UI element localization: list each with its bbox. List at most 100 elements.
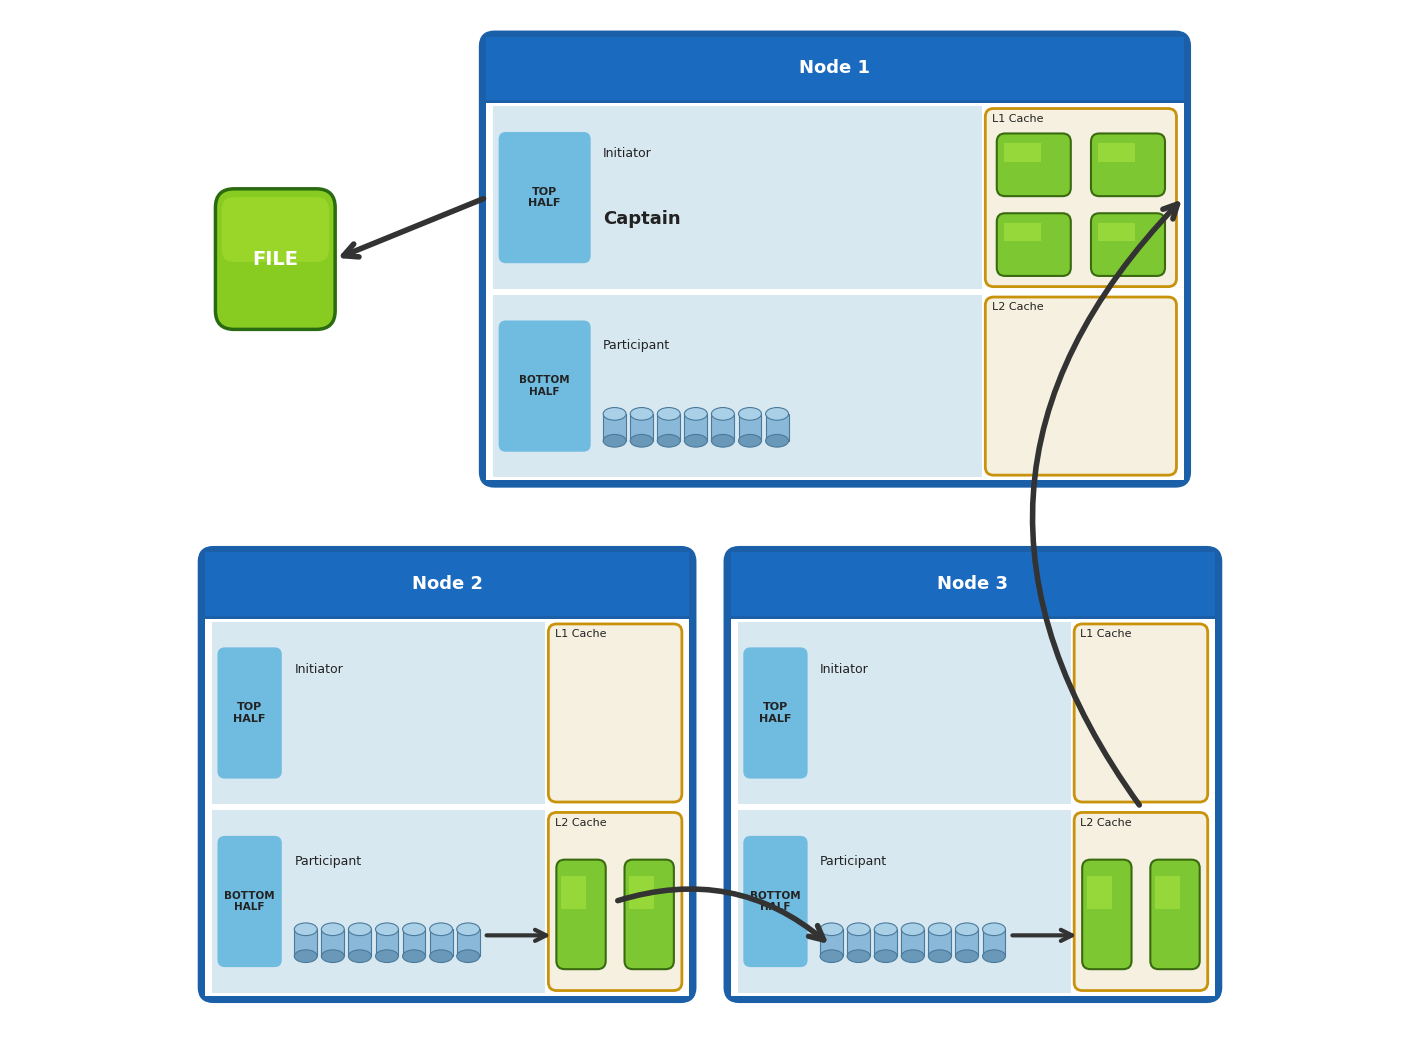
FancyBboxPatch shape — [294, 929, 317, 956]
FancyBboxPatch shape — [738, 622, 1071, 804]
FancyBboxPatch shape — [738, 810, 1071, 993]
FancyBboxPatch shape — [222, 197, 329, 262]
Ellipse shape — [630, 434, 653, 447]
Ellipse shape — [321, 950, 344, 963]
Text: BOTTOM
HALF: BOTTOM HALF — [224, 891, 275, 912]
FancyBboxPatch shape — [1088, 876, 1112, 909]
FancyBboxPatch shape — [1004, 222, 1041, 241]
FancyBboxPatch shape — [493, 106, 983, 289]
Ellipse shape — [321, 923, 344, 935]
FancyBboxPatch shape — [493, 295, 983, 477]
Ellipse shape — [657, 407, 680, 420]
FancyBboxPatch shape — [743, 647, 808, 779]
FancyBboxPatch shape — [711, 413, 734, 441]
Ellipse shape — [657, 434, 680, 447]
Ellipse shape — [403, 950, 426, 963]
FancyBboxPatch shape — [731, 619, 1216, 996]
Text: FILE: FILE — [253, 250, 298, 268]
FancyBboxPatch shape — [498, 321, 591, 452]
Ellipse shape — [875, 923, 897, 935]
Ellipse shape — [348, 923, 372, 935]
FancyBboxPatch shape — [630, 413, 653, 441]
FancyBboxPatch shape — [557, 859, 606, 969]
Ellipse shape — [738, 434, 761, 447]
FancyBboxPatch shape — [1074, 812, 1207, 991]
Ellipse shape — [821, 923, 843, 935]
Ellipse shape — [765, 434, 788, 447]
Text: Captain: Captain — [604, 211, 680, 229]
FancyBboxPatch shape — [956, 929, 978, 956]
FancyBboxPatch shape — [875, 929, 897, 956]
Text: L2 Cache: L2 Cache — [1081, 817, 1132, 828]
Ellipse shape — [684, 407, 707, 420]
Text: Participant: Participant — [294, 855, 362, 868]
FancyBboxPatch shape — [1091, 213, 1164, 276]
Text: Node 1: Node 1 — [799, 60, 870, 77]
Ellipse shape — [604, 407, 626, 420]
Text: L1 Cache: L1 Cache — [991, 114, 1044, 124]
Text: Participant: Participant — [821, 855, 888, 868]
Ellipse shape — [848, 950, 870, 963]
Ellipse shape — [430, 950, 453, 963]
FancyBboxPatch shape — [375, 929, 399, 956]
Ellipse shape — [711, 434, 734, 447]
Ellipse shape — [630, 407, 653, 420]
Ellipse shape — [738, 407, 761, 420]
Ellipse shape — [902, 950, 924, 963]
FancyBboxPatch shape — [997, 134, 1071, 196]
FancyBboxPatch shape — [486, 103, 1184, 480]
FancyBboxPatch shape — [1004, 143, 1041, 162]
FancyBboxPatch shape — [200, 548, 694, 1001]
Text: L2 Cache: L2 Cache — [991, 303, 1044, 312]
FancyBboxPatch shape — [726, 548, 1220, 1001]
Ellipse shape — [375, 923, 399, 935]
Ellipse shape — [375, 950, 399, 963]
FancyBboxPatch shape — [498, 132, 591, 263]
FancyBboxPatch shape — [604, 413, 626, 441]
Text: Node 2: Node 2 — [412, 575, 483, 593]
Text: Initiator: Initiator — [821, 663, 869, 675]
FancyBboxPatch shape — [848, 929, 870, 956]
Ellipse shape — [848, 923, 870, 935]
FancyBboxPatch shape — [1091, 134, 1164, 196]
Text: TOP
HALF: TOP HALF — [233, 703, 266, 723]
FancyBboxPatch shape — [216, 189, 335, 329]
FancyBboxPatch shape — [1099, 143, 1136, 162]
FancyBboxPatch shape — [929, 929, 951, 956]
FancyBboxPatch shape — [629, 876, 655, 909]
Text: TOP
HALF: TOP HALF — [760, 703, 792, 723]
Text: L1 Cache: L1 Cache — [1081, 630, 1132, 639]
FancyBboxPatch shape — [1082, 859, 1132, 969]
FancyBboxPatch shape — [217, 647, 281, 779]
Text: Initiator: Initiator — [604, 147, 652, 161]
FancyBboxPatch shape — [204, 619, 689, 996]
FancyBboxPatch shape — [561, 876, 586, 909]
Ellipse shape — [457, 950, 480, 963]
Ellipse shape — [956, 950, 978, 963]
FancyBboxPatch shape — [403, 929, 426, 956]
Text: Participant: Participant — [604, 339, 670, 353]
FancyBboxPatch shape — [321, 929, 344, 956]
Ellipse shape — [403, 923, 426, 935]
Ellipse shape — [430, 923, 453, 935]
FancyBboxPatch shape — [902, 929, 924, 956]
Ellipse shape — [604, 434, 626, 447]
FancyBboxPatch shape — [1074, 624, 1207, 802]
FancyBboxPatch shape — [430, 929, 453, 956]
FancyBboxPatch shape — [548, 624, 682, 802]
FancyBboxPatch shape — [625, 859, 674, 969]
FancyBboxPatch shape — [1156, 876, 1180, 909]
FancyBboxPatch shape — [657, 413, 680, 441]
Ellipse shape — [821, 950, 843, 963]
FancyBboxPatch shape — [548, 812, 682, 991]
FancyBboxPatch shape — [765, 413, 788, 441]
FancyBboxPatch shape — [481, 32, 1189, 485]
Ellipse shape — [902, 923, 924, 935]
Ellipse shape — [711, 407, 734, 420]
Text: Initiator: Initiator — [294, 663, 344, 675]
FancyBboxPatch shape — [213, 810, 545, 993]
FancyBboxPatch shape — [217, 836, 281, 967]
Ellipse shape — [457, 923, 480, 935]
Text: BOTTOM
HALF: BOTTOM HALF — [750, 891, 801, 912]
Ellipse shape — [956, 923, 978, 935]
